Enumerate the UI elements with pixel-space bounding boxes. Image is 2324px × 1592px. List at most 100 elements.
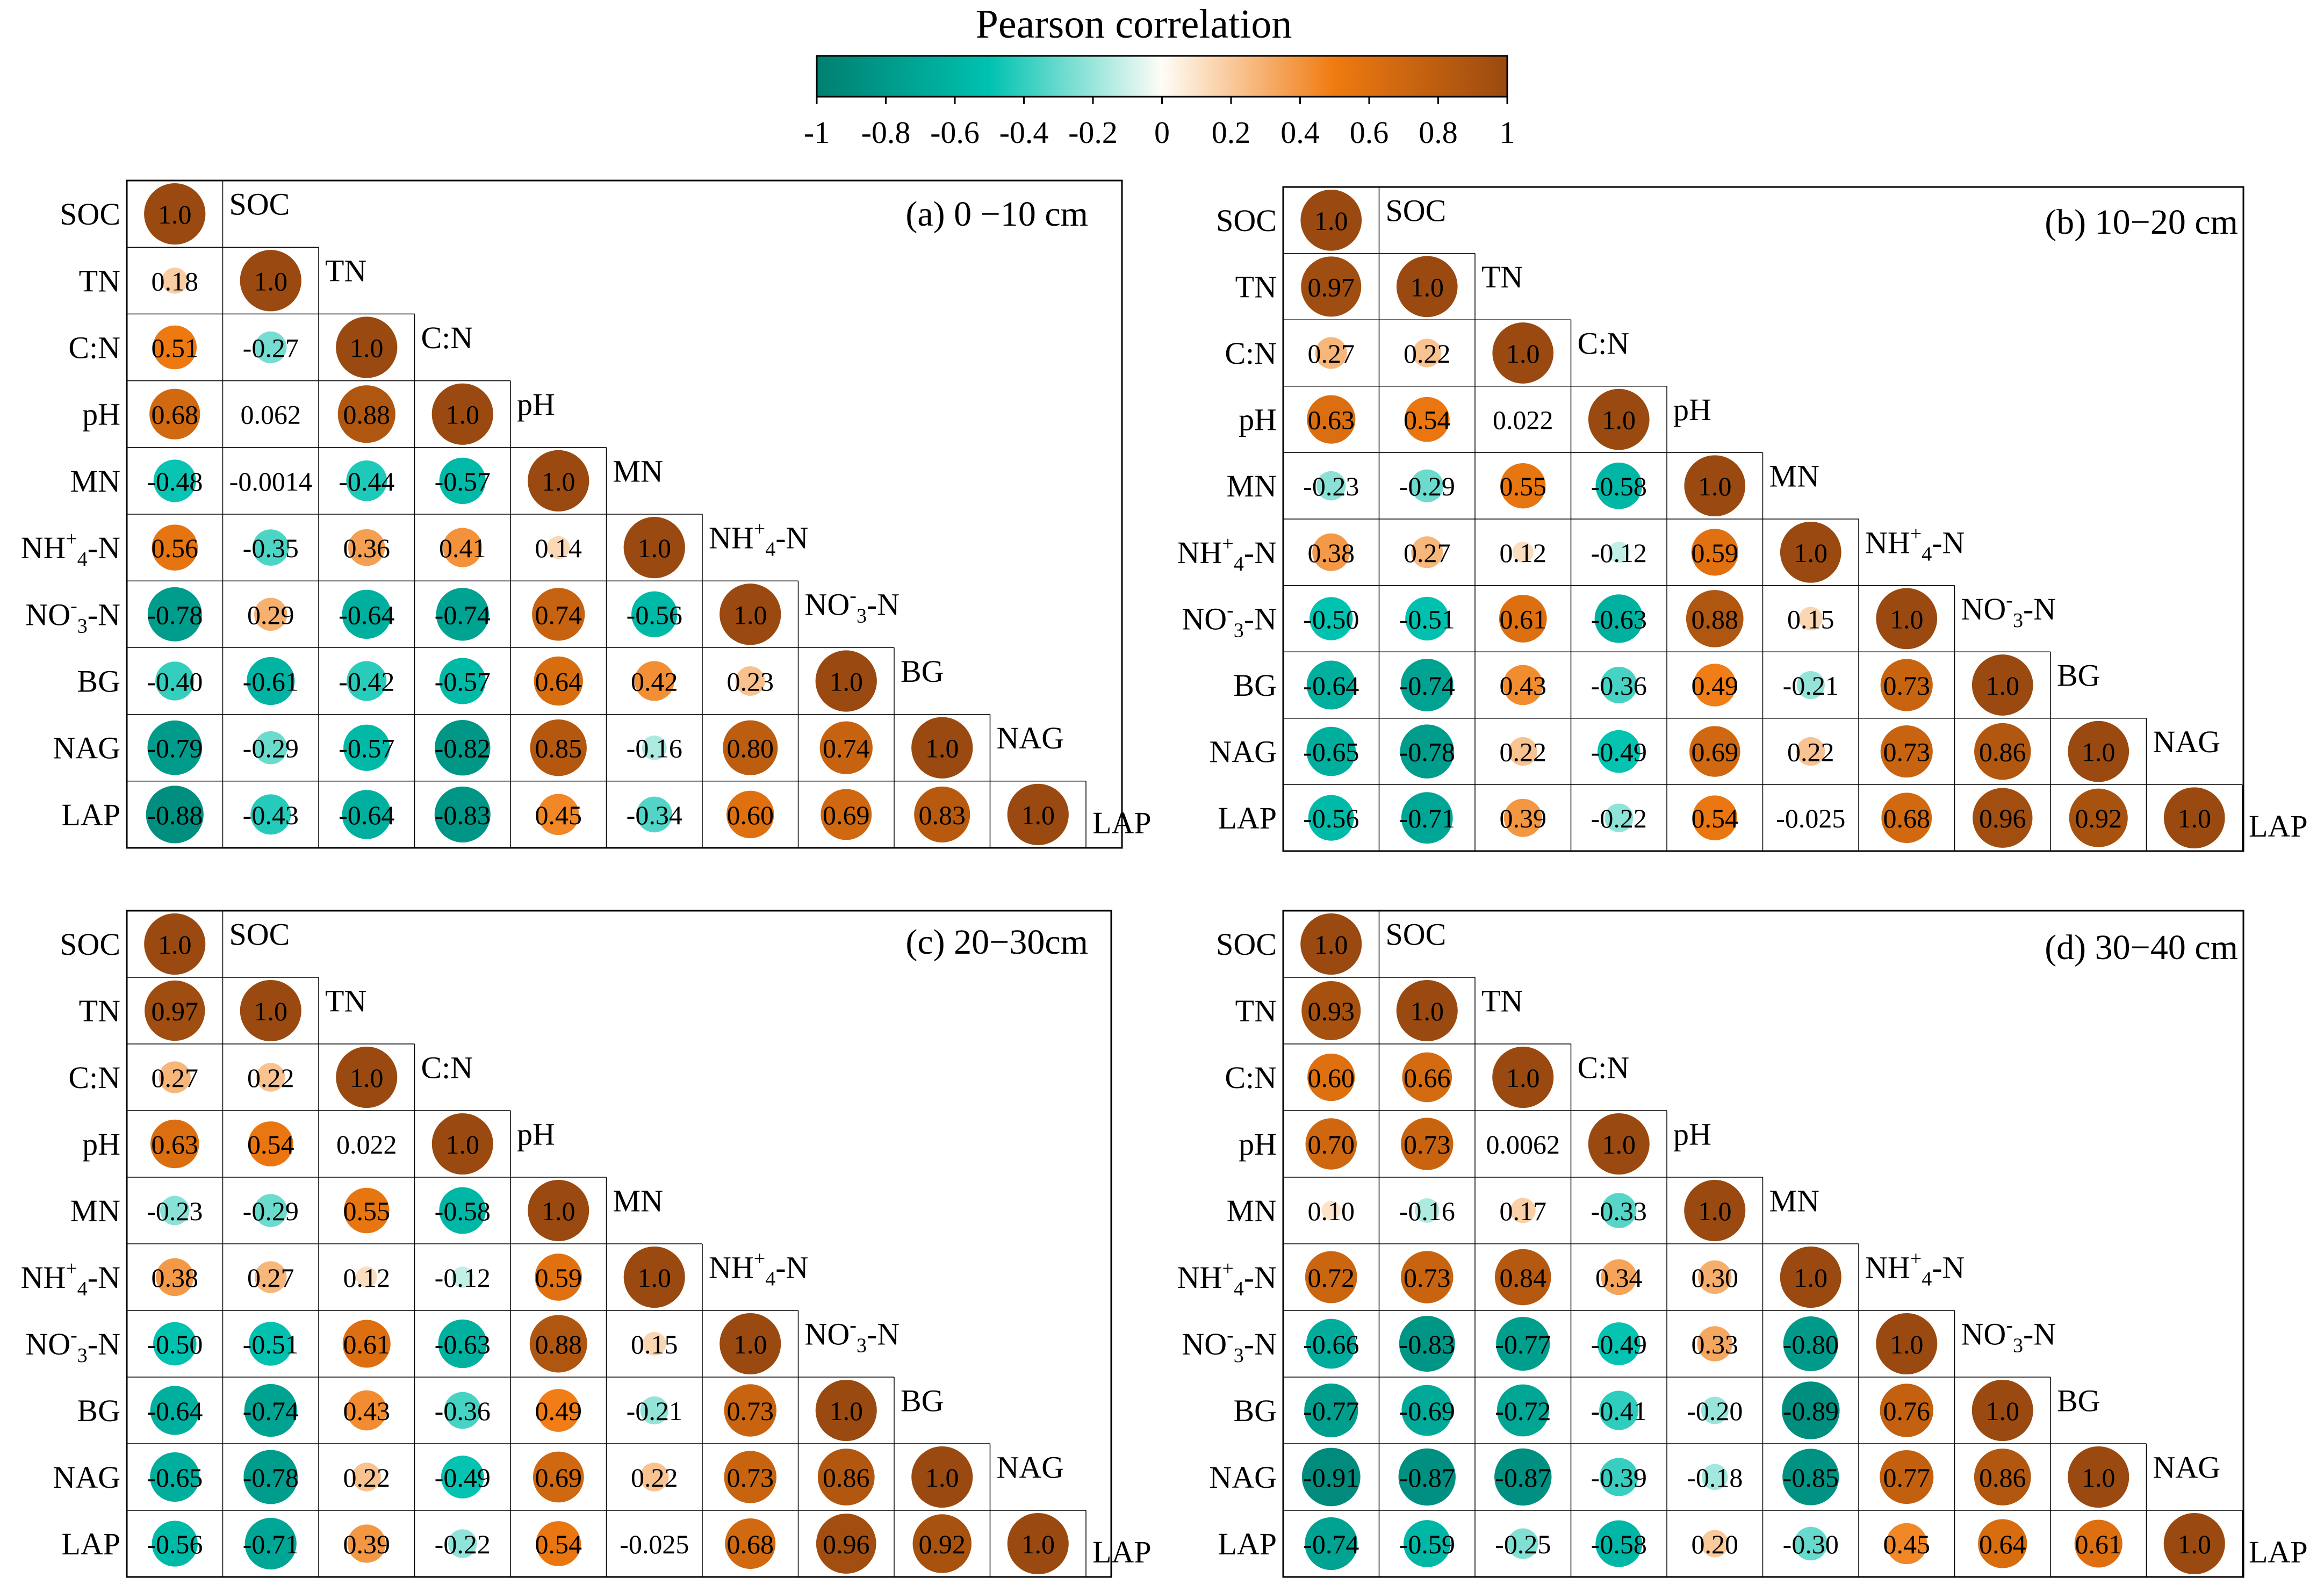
correlation-value: -0.74 xyxy=(435,600,491,630)
variable-label: BG xyxy=(1233,668,1277,703)
correlation-value: 0.61 xyxy=(1500,604,1547,634)
correlation-value: -0.36 xyxy=(435,1396,491,1426)
correlation-value: 0.61 xyxy=(343,1329,391,1359)
correlation-circle xyxy=(346,1390,387,1431)
correlation-circle xyxy=(1972,654,2033,716)
correlation-circle xyxy=(719,584,781,645)
correlation-circle xyxy=(1973,788,2033,848)
correlation-circle xyxy=(248,1121,293,1166)
variable-label: C:N xyxy=(421,1050,473,1085)
correlation-circle xyxy=(149,388,200,440)
correlation-value: 0.30 xyxy=(1692,1263,1739,1293)
correlation-circle xyxy=(1492,322,1554,384)
correlation-circle xyxy=(443,528,483,567)
correlation-circle xyxy=(1782,1449,1839,1505)
correlation-circle xyxy=(1781,1381,1840,1439)
correlation-circle xyxy=(639,1463,669,1492)
correlation-value: 0.39 xyxy=(1500,803,1547,833)
correlation-circle xyxy=(439,658,486,704)
correlation-circle xyxy=(725,1518,776,1569)
correlation-value: 0.49 xyxy=(1692,671,1739,701)
correlation-circle xyxy=(1401,1118,1454,1170)
correlation-circle xyxy=(1702,1464,1728,1490)
correlation-circle xyxy=(1974,1449,2031,1505)
correlation-value: 0.49 xyxy=(535,1396,582,1426)
variable-label: C:N xyxy=(1225,336,1277,371)
correlation-circle xyxy=(438,1319,487,1368)
correlation-circle xyxy=(1796,671,1825,700)
correlation-circle xyxy=(444,1392,481,1429)
correlation-value: -0.57 xyxy=(435,667,491,697)
correlation-value: 1.0 xyxy=(1986,671,2020,701)
correlation-circle xyxy=(431,383,493,445)
correlation-value: -0.58 xyxy=(1591,471,1647,501)
correlation-value: 0.45 xyxy=(535,800,582,830)
correlation-circle xyxy=(1880,659,1933,711)
correlation-circle xyxy=(1401,1385,1453,1436)
correlation-value: 1.0 xyxy=(1602,1129,1636,1159)
correlation-circle xyxy=(724,1451,776,1503)
correlation-value: 1.0 xyxy=(1890,604,1924,634)
correlation-value: 1.0 xyxy=(158,930,192,960)
correlation-value: -0.71 xyxy=(243,1529,299,1559)
correlation-value: 0.0062 xyxy=(1486,1129,1560,1159)
correlation-circle xyxy=(1698,1260,1732,1294)
correlation-circle xyxy=(347,1524,386,1563)
correlation-value: 1.0 xyxy=(446,400,480,430)
correlation-value: 0.23 xyxy=(727,667,774,697)
correlation-value: -0.64 xyxy=(339,600,394,630)
correlation-circle xyxy=(1307,1053,1355,1101)
correlation-circle xyxy=(1402,1052,1452,1103)
correlation-value: 1.0 xyxy=(830,1396,864,1426)
correlation-value: 0.43 xyxy=(343,1396,391,1426)
correlation-circle xyxy=(155,661,195,701)
colorbar-tick-label: 0.4 xyxy=(1280,115,1320,150)
correlation-value: -0.36 xyxy=(1591,671,1647,701)
correlation-value: 0.96 xyxy=(823,1529,870,1559)
correlation-circle xyxy=(150,1452,200,1502)
correlation-circle xyxy=(1400,659,1454,711)
correlation-circle xyxy=(911,717,973,779)
correlation-value: -0.30 xyxy=(1783,1529,1839,1559)
correlation-circle xyxy=(912,1514,972,1573)
correlation-circle xyxy=(2068,721,2129,782)
correlation-value: -0.87 xyxy=(1495,1463,1551,1493)
correlation-value: 1.0 xyxy=(2178,1529,2212,1559)
variable-label: SOC xyxy=(60,197,120,232)
correlation-circle xyxy=(1305,1517,1358,1571)
correlation-circle xyxy=(1494,1249,1551,1306)
correlation-value: 1.0 xyxy=(1602,405,1636,435)
panel-title: (d) 30−40 cm xyxy=(2045,928,2238,967)
correlation-circle xyxy=(815,650,877,712)
correlation-value: -0.82 xyxy=(435,733,491,763)
correlation-value: 0.22 xyxy=(247,1063,294,1093)
correlation-panel: (c) 20−30cm SOC 1.0 SOC TN 0.97 1.0 TN C:N 0.27 0.… xyxy=(21,910,1152,1578)
correlation-value: -0.25 xyxy=(1495,1529,1551,1559)
correlation-circle xyxy=(631,591,678,638)
correlation-value: 0.022 xyxy=(336,1129,397,1159)
correlation-value: 0.59 xyxy=(1692,538,1739,568)
correlation-circle xyxy=(1594,594,1643,643)
correlation-value: 0.34 xyxy=(1595,1263,1643,1293)
correlation-circle xyxy=(623,1246,685,1308)
correlation-circle xyxy=(1597,730,1641,773)
correlation-circle xyxy=(342,1320,391,1368)
correlation-value: -0.025 xyxy=(620,1529,689,1559)
correlation-circle xyxy=(537,794,579,835)
correlation-value: 0.22 xyxy=(631,1463,678,1493)
correlation-circle xyxy=(533,1451,584,1503)
correlation-circle xyxy=(723,720,778,775)
correlation-value: 1.0 xyxy=(1794,538,1828,568)
correlation-value: 0.54 xyxy=(247,1129,294,1159)
correlation-value: 1.0 xyxy=(542,1196,575,1226)
correlation-circle xyxy=(243,1450,298,1504)
correlation-circle xyxy=(153,459,196,502)
correlation-circle xyxy=(2163,787,2225,849)
correlation-circle xyxy=(642,1331,666,1356)
correlation-value: -0.78 xyxy=(147,600,203,630)
correlation-circle xyxy=(530,719,587,776)
correlation-circle xyxy=(1396,256,1458,318)
variable-label: TN xyxy=(79,993,120,1028)
correlation-circle xyxy=(249,1322,293,1366)
correlation-value: 0.17 xyxy=(1500,1196,1547,1226)
